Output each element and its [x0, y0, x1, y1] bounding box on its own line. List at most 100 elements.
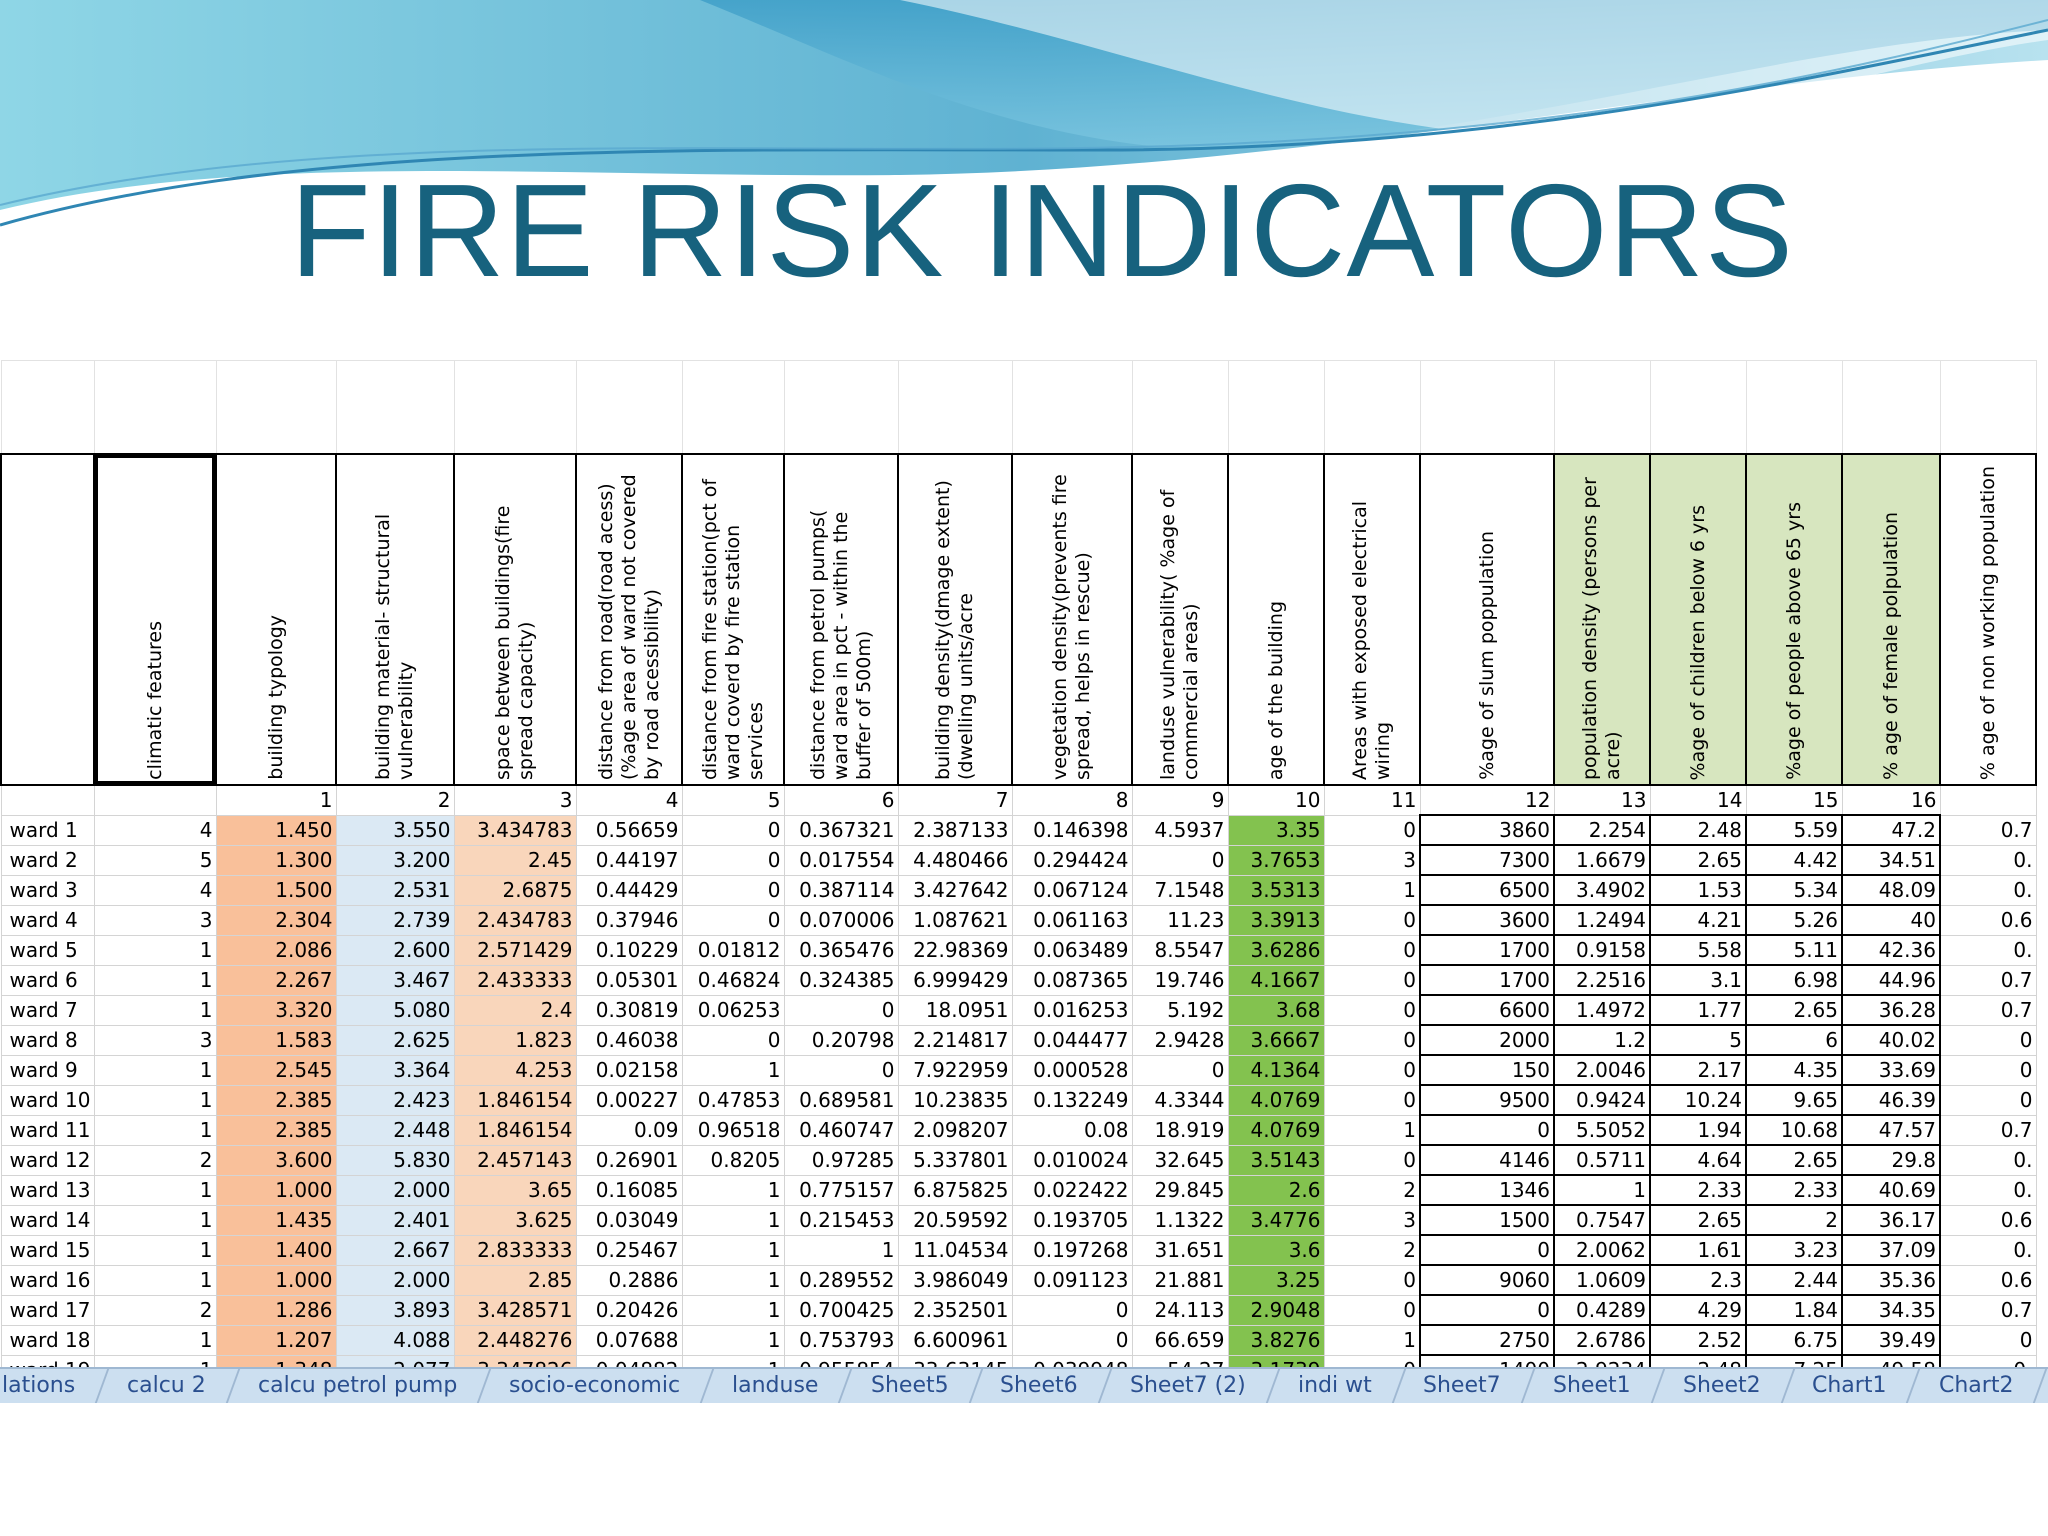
data-cell[interactable]: 1.1322: [1131, 1204, 1229, 1236]
column-header[interactable]: Areas with exposed electrical wiring: [1323, 453, 1421, 786]
column-header[interactable]: age of the building: [1227, 453, 1325, 786]
sheet-tab[interactable]: Sheet2: [1652, 1369, 1795, 1403]
data-cell[interactable]: 4.64: [1649, 1144, 1747, 1176]
data-cell[interactable]: 21.881: [1131, 1264, 1229, 1296]
data-cell[interactable]: 1: [93, 964, 217, 996]
data-cell[interactable]: 0.067124: [1011, 874, 1133, 906]
data-cell[interactable]: 0.9424: [1553, 1084, 1651, 1116]
data-cell[interactable]: 1: [93, 1324, 217, 1356]
column-number[interactable]: 5: [681, 784, 785, 816]
data-cell[interactable]: 1.94: [1649, 1114, 1747, 1146]
data-cell[interactable]: 10.68: [1745, 1114, 1843, 1146]
data-cell[interactable]: 5.192: [1131, 994, 1229, 1026]
data-cell[interactable]: 2.600: [335, 934, 455, 966]
column-header[interactable]: distance from petrol pumps( ward area in…: [783, 453, 899, 786]
data-cell[interactable]: 0.197268: [1011, 1234, 1133, 1266]
data-cell[interactable]: 1: [783, 1234, 899, 1266]
data-cell[interactable]: 0: [681, 874, 785, 906]
data-cell[interactable]: 0: [1323, 994, 1421, 1026]
data-cell[interactable]: 2.33: [1649, 1174, 1747, 1206]
data-cell[interactable]: 1: [93, 1264, 217, 1296]
data-cell[interactable]: 3.200: [335, 844, 455, 876]
data-cell[interactable]: 2.352501: [897, 1294, 1013, 1326]
data-cell[interactable]: 0.07688: [575, 1324, 683, 1356]
cell[interactable]: [93, 360, 217, 455]
data-cell[interactable]: 66.659: [1131, 1324, 1229, 1356]
data-cell[interactable]: 0: [1011, 1324, 1133, 1356]
data-cell[interactable]: 32.645: [1131, 1144, 1229, 1176]
data-cell[interactable]: 3: [93, 904, 217, 936]
data-cell[interactable]: 1: [681, 1294, 785, 1326]
data-cell[interactable]: 0.5711: [1553, 1144, 1651, 1176]
data-cell[interactable]: 24.113: [1131, 1294, 1229, 1326]
data-cell[interactable]: 2.44: [1745, 1264, 1843, 1296]
data-cell[interactable]: 0.20798: [783, 1024, 899, 1056]
column-header[interactable]: %age of slum poppulation: [1419, 453, 1555, 786]
data-cell[interactable]: 40.02: [1841, 1024, 1941, 1056]
data-cell[interactable]: 0.37946: [575, 904, 683, 936]
cell[interactable]: [1323, 360, 1421, 455]
ward-label[interactable]: ward 14: [0, 1204, 95, 1236]
cell[interactable]: [681, 360, 785, 455]
data-cell[interactable]: 2.667: [335, 1234, 455, 1266]
data-cell[interactable]: 0.700425: [783, 1294, 899, 1326]
data-cell[interactable]: 2.448276: [453, 1324, 577, 1356]
data-cell[interactable]: 0.9158: [1553, 934, 1651, 966]
data-cell[interactable]: 2.6: [1227, 1174, 1325, 1206]
column-number[interactable]: 14: [1649, 784, 1747, 816]
cell[interactable]: [1649, 360, 1747, 455]
data-cell[interactable]: 0.324385: [783, 964, 899, 996]
data-cell[interactable]: 3: [93, 1024, 217, 1056]
data-cell[interactable]: 1.300: [215, 844, 337, 876]
data-cell[interactable]: 2.65: [1649, 844, 1747, 876]
data-cell[interactable]: 0: [1323, 1264, 1421, 1296]
data-cell[interactable]: 4.1667: [1227, 964, 1325, 996]
data-cell[interactable]: 4146: [1419, 1144, 1555, 1176]
data-cell[interactable]: 2.85: [453, 1264, 577, 1296]
ward-label[interactable]: ward 4: [0, 904, 95, 936]
ward-label[interactable]: ward 13: [0, 1174, 95, 1206]
data-cell[interactable]: 34.51: [1841, 844, 1941, 876]
data-cell[interactable]: 4.1364: [1227, 1054, 1325, 1086]
data-cell[interactable]: 2.65: [1649, 1204, 1747, 1236]
data-cell[interactable]: 22.98369: [897, 934, 1013, 966]
ward-label[interactable]: ward 6: [0, 964, 95, 996]
data-cell[interactable]: 0: [1939, 1054, 2037, 1086]
data-cell[interactable]: 3.600: [215, 1144, 337, 1176]
data-cell[interactable]: 2000: [1419, 1024, 1555, 1056]
column-number[interactable]: 6: [783, 784, 899, 816]
data-cell[interactable]: 0.7: [1939, 964, 2037, 996]
data-cell[interactable]: 2.098207: [897, 1114, 1013, 1146]
data-cell[interactable]: 1.53: [1649, 874, 1747, 906]
sheet-tab[interactable]: Sheet6: [970, 1369, 1113, 1403]
data-cell[interactable]: 0.: [1939, 1234, 2037, 1266]
data-cell[interactable]: 0.6: [1939, 1264, 2037, 1296]
data-cell[interactable]: 0: [1419, 1294, 1555, 1326]
data-cell[interactable]: 1.61: [1649, 1234, 1747, 1266]
data-cell[interactable]: 5.5052: [1553, 1114, 1651, 1146]
data-cell[interactable]: 3860: [1419, 814, 1555, 846]
data-cell[interactable]: 4.0769: [1227, 1084, 1325, 1116]
data-cell[interactable]: 0.070006: [783, 904, 899, 936]
sheet-tab[interactable]: calcu petrol pump: [227, 1369, 492, 1403]
data-cell[interactable]: 3.6667: [1227, 1024, 1325, 1056]
data-cell[interactable]: 47.57: [1841, 1114, 1941, 1146]
data-cell[interactable]: 3.5143: [1227, 1144, 1325, 1176]
data-cell[interactable]: 34.35: [1841, 1294, 1941, 1326]
data-cell[interactable]: 2.33: [1745, 1174, 1843, 1206]
cell[interactable]: [1011, 360, 1133, 455]
data-cell[interactable]: 1: [93, 1174, 217, 1206]
data-cell[interactable]: 0: [1323, 814, 1421, 846]
data-cell[interactable]: 1.583: [215, 1024, 337, 1056]
data-cell[interactable]: 0.775157: [783, 1174, 899, 1206]
data-cell[interactable]: 5.58: [1649, 934, 1747, 966]
column-number[interactable]: 15: [1745, 784, 1843, 816]
data-cell[interactable]: 4.21: [1649, 904, 1747, 936]
data-cell[interactable]: 0: [1323, 1054, 1421, 1086]
data-cell[interactable]: 4.0769: [1227, 1114, 1325, 1146]
data-cell[interactable]: 9500: [1419, 1084, 1555, 1116]
data-cell[interactable]: 3.4902: [1553, 874, 1651, 906]
data-cell[interactable]: 36.28: [1841, 994, 1941, 1026]
column-number[interactable]: 7: [897, 784, 1013, 816]
data-cell[interactable]: 1.207: [215, 1324, 337, 1356]
